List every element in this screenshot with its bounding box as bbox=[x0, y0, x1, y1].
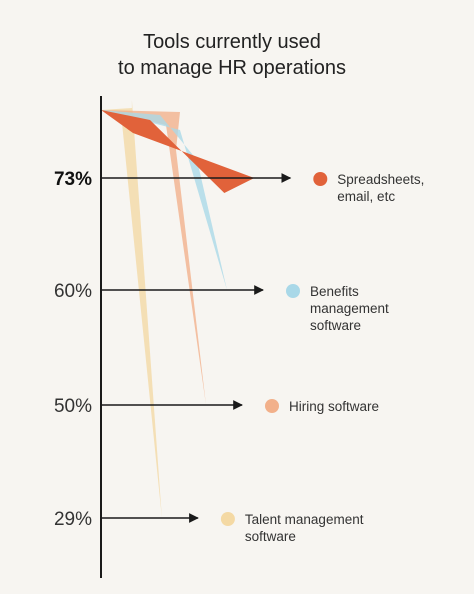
legend-marker-spreadsheets-email-etc bbox=[313, 172, 328, 186]
area-hiring-software bbox=[101, 110, 206, 405]
chart-title-line-2: to manage HR operations bbox=[118, 57, 346, 79]
arrow-group bbox=[101, 173, 292, 523]
legend-label-benefits-management-software: Benefits management software bbox=[310, 284, 389, 333]
value-label-benefits-management-software: 60% bbox=[54, 281, 92, 302]
legend-label-hiring-software: Hiring software bbox=[289, 399, 379, 414]
legend: Spreadsheets, email, etc Benefits managemen… bbox=[220, 172, 424, 544]
percent-label-group: 73% 60% 50% 29% bbox=[54, 169, 92, 530]
value-label-talent-management-software: 29% bbox=[54, 509, 92, 530]
value-label-hiring-software: 50% bbox=[54, 396, 92, 417]
legend-label-talent-management-software: Talent management software bbox=[245, 512, 364, 544]
legend-label-spreadsheets-email-etc: Spreadsheets, email, etc bbox=[337, 172, 424, 204]
legend-marker-talent-management-software bbox=[220, 512, 235, 526]
area-talent-management-software bbox=[101, 100, 162, 518]
chart-title-line-1: Tools currently used bbox=[143, 31, 321, 53]
area-series-group bbox=[101, 100, 255, 518]
area-benefits-management-software bbox=[101, 110, 227, 290]
legend-marker-hiring-software bbox=[265, 399, 279, 413]
area-spreadsheets-email-etc bbox=[101, 110, 255, 193]
value-label-spreadsheets-email-etc: 73% bbox=[54, 169, 92, 190]
legend-marker-benefits-management-software bbox=[286, 284, 300, 298]
